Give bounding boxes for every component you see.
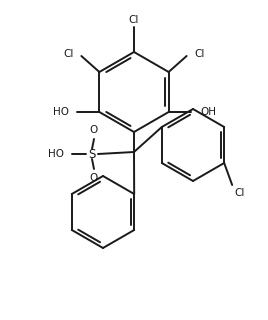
Text: Cl: Cl [234, 188, 245, 198]
Text: O: O [90, 125, 98, 135]
Text: OH: OH [201, 107, 217, 117]
Text: Cl: Cl [129, 15, 139, 25]
Text: Cl: Cl [195, 49, 205, 59]
Text: Cl: Cl [63, 49, 73, 59]
Text: S: S [88, 148, 96, 161]
Text: HO: HO [48, 149, 64, 159]
Text: HO: HO [53, 107, 69, 117]
Text: O: O [90, 173, 98, 183]
